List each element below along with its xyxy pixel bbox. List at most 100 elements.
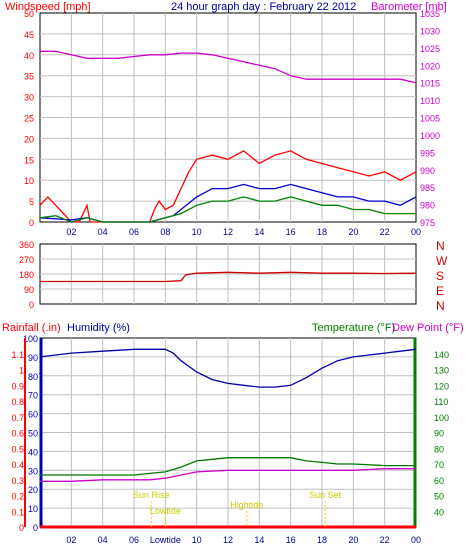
compass-label: W [436,254,448,268]
wind-tick-label: 30 [24,93,34,103]
wind-tick-label: 45 [24,30,34,40]
humidity-x-tick-label: 06 [129,535,139,545]
humidity-tick-label: 20 [28,485,38,495]
barometer-tick-label: 1010 [420,96,440,106]
barometer-tick-label: 1035 [420,9,440,19]
barometer-tick-label: 985 [420,183,435,193]
humidity-axis-label: Humidity (%) [67,322,130,334]
wind-tick-label: 0 [29,218,34,228]
chart-title: 24 hour graph day : February 22 2012 [171,1,356,13]
barometer-tick-label: 980 [420,201,435,211]
event-label: Lowtide [150,506,181,516]
barometer-tick-label: 1020 [420,61,440,71]
humidity-x-tick-label: 12 [223,535,233,545]
wind-x-tick-label: 18 [317,227,327,237]
wind-x-tick-label: 02 [66,227,76,237]
rainfall-tick-label: 0 [19,523,24,533]
rainfall-tick-label: 0.5 [11,444,24,454]
temperature-tick-label: 140 [434,350,449,360]
humidity-tick-label: 70 [28,391,38,401]
wind-x-tick-label: 14 [254,227,264,237]
humidity-series-line-1 [40,457,416,476]
humidity-x-tick-label: 04 [98,535,108,545]
humidity-tick-label: 100 [23,334,38,344]
humidity-tick-label: 30 [28,466,38,476]
wind-series-line-3 [40,50,417,84]
barometer-tick-label: 990 [420,166,435,176]
temperature-tick-label: 90 [434,429,444,439]
wind-tick-label: 20 [24,134,34,144]
humidity-tick-label: 10 [28,504,38,514]
wind-x-tick-label: 22 [380,227,390,237]
event-label: Sun Set [309,490,342,500]
wind-tick-label: 15 [24,155,34,165]
wind-x-tick-label: 16 [286,227,296,237]
direction-series-line-0 [40,271,417,283]
humidity-tick-label: 80 [28,372,38,382]
temperature-tick-label: 70 [434,460,444,470]
humidity-x-tick-label: Lowtide [150,535,181,545]
wind-tick-label: 25 [24,114,34,124]
humidity-tick-label: 90 [28,353,38,363]
rainfall-tick-label: 0.8 [11,397,24,407]
wind-x-tick-label: 10 [192,227,202,237]
wind-x-tick-label: 04 [98,227,108,237]
barometer-tick-label: 1005 [420,114,440,124]
compass-label: E [436,284,444,298]
temperature-tick-label: 110 [434,397,448,407]
wind-x-tick-label: 00 [411,227,421,237]
humidity-x-tick-label: 20 [348,535,358,545]
temperature-tick-label: 50 [434,492,444,502]
humidity-x-tick-label: 00 [411,535,421,545]
rainfall-tick-label: 1.1 [11,350,24,360]
humidity-x-tick-label: 14 [254,535,264,545]
humidity-x-tick-label: 16 [286,535,296,545]
rainfall-axis-label: Rainfall (.in) [2,322,61,334]
wind-tick-label: 40 [24,51,34,61]
wind-series-line-0 [39,150,417,223]
humidity-x-tick-label: 02 [66,535,76,545]
temperature-tick-label: 120 [434,381,449,391]
barometer-tick-label: 1030 [420,26,440,36]
humidity-tick-label: 40 [28,447,38,457]
event-label: Hightide [230,500,263,510]
wind-x-tick-label: 06 [129,227,139,237]
direction-tick-label: 0 [29,300,34,310]
temperature-tick-label: 80 [434,444,444,454]
humidity-x-tick-label: 10 [192,535,202,545]
compass-label: S [436,269,444,283]
event-label: Sun Rise [133,490,170,500]
barometer-tick-label: 995 [420,148,435,158]
wind-x-tick-label: 08 [160,227,170,237]
rainfall-tick-label: 0.6 [11,429,24,439]
rainfall-tick-label: 0.7 [11,413,24,423]
windspeed-axis-label: Windspeed [mph] [5,1,91,13]
direction-tick-label: 180 [19,270,34,280]
temperature-tick-label: 100 [434,413,449,423]
temperature-tick-label: 40 [434,507,444,517]
barometer-tick-label: 1000 [420,131,440,141]
humidity-tick-label: 0 [33,523,38,533]
direction-tick-label: 90 [24,285,34,295]
temperature-tick-label: 130 [434,366,449,376]
rainfall-tick-label: 1 [19,366,24,376]
barometer-tick-label: 1015 [420,79,440,89]
barometer-tick-label: 975 [420,218,435,228]
rainfall-tick-label: 0.4 [11,460,24,470]
dewpoint-axis-label: Dew Point (°F) [392,322,464,334]
rainfall-tick-label: 0.3 [11,476,24,486]
rainfall-tick-label: 0.2 [11,492,24,502]
humidity-x-tick-label: 18 [317,535,327,545]
wind-series-line-2 [39,196,416,223]
barometer-axis-label: Barometer [mb] [371,1,447,13]
temperature-axis-label: Temperature (°F) [312,322,395,334]
temperature-tick-label: 60 [434,476,444,486]
humidity-series-line-2 [40,468,416,482]
humidity-tick-label: 50 [28,429,38,439]
wind-tick-label: 10 [24,176,34,186]
humidity-series-line-0 [39,348,417,388]
wind-tick-label: 5 [29,197,34,207]
compass-label: N [436,239,445,253]
wind-x-tick-label: 12 [223,227,233,237]
compass-label: N [436,299,445,313]
